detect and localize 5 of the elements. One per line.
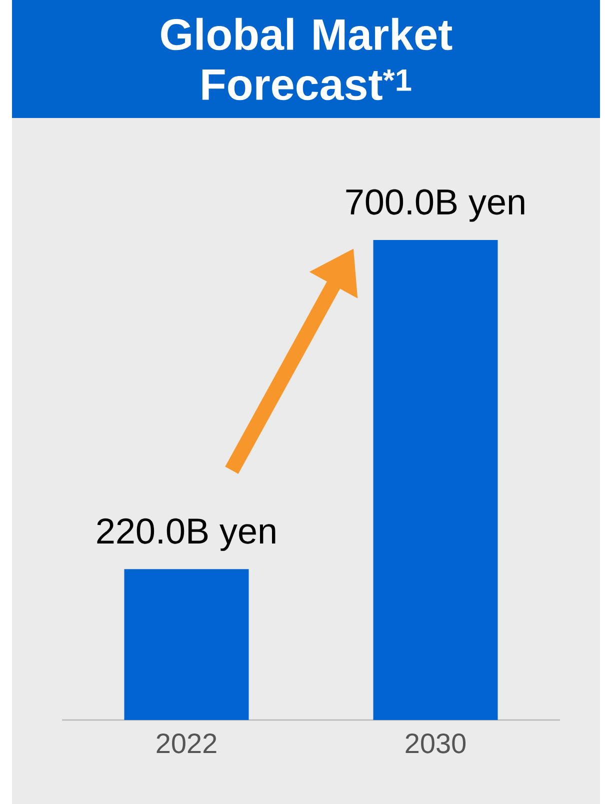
x-tick-label: 2030 bbox=[406, 734, 466, 754]
x-tick-label: 2022 bbox=[156, 734, 216, 754]
chart-title: Global Market Forecast$^{*1}$ bbox=[161, 18, 452, 100]
data-label: 700.0B yen bbox=[346, 189, 524, 222]
data-label: 220.0B yen bbox=[97, 518, 276, 551]
